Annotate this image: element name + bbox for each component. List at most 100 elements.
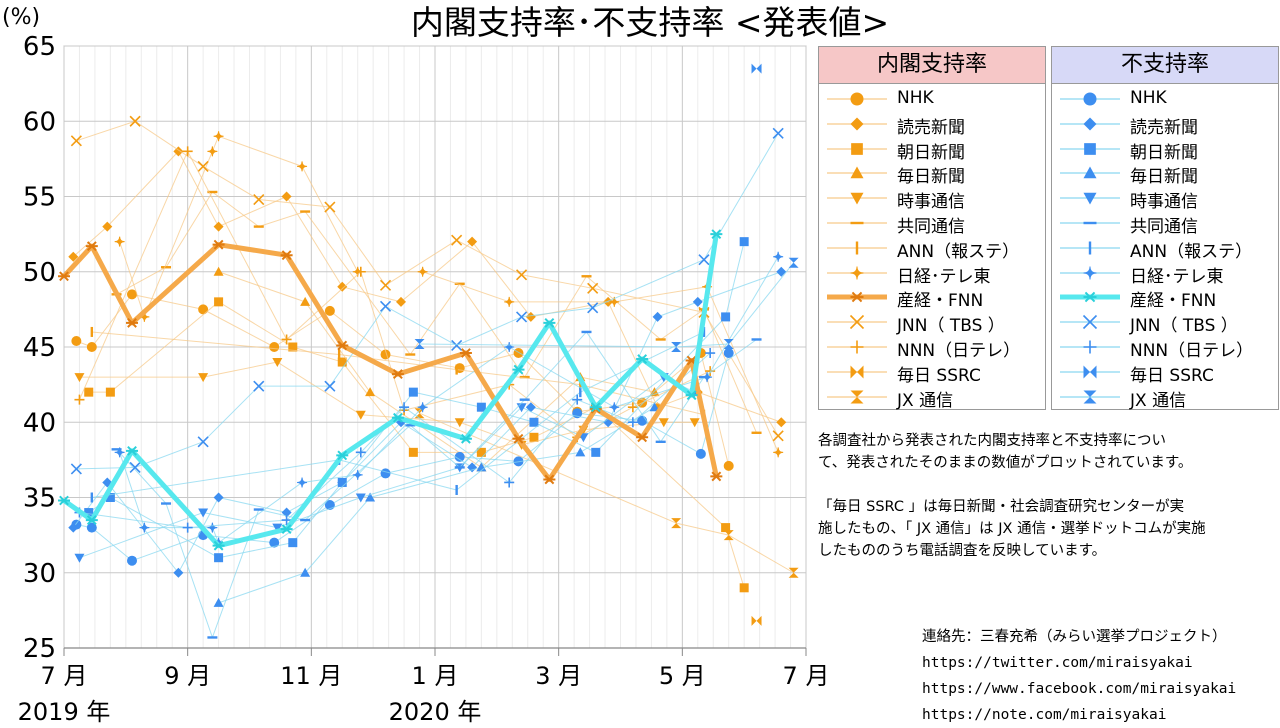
data-point — [129, 115, 141, 127]
data-point — [721, 523, 731, 533]
data-point — [695, 448, 706, 459]
data-point — [198, 508, 209, 518]
data-point — [127, 289, 138, 300]
data-point — [504, 296, 515, 307]
data-point — [182, 146, 193, 157]
legend-label: 時事通信 — [1130, 192, 1198, 213]
legend-item-support-11: 毎日 SSRC — [819, 360, 1045, 386]
data-point — [280, 250, 293, 261]
legend-item-support-8: 産経・FNN — [819, 285, 1045, 311]
data-point — [212, 239, 225, 250]
legend-oppose: 不支持率 NHK 読売新聞 朝日新聞 毎日新聞 時事通信 共同通信 ANN（報ステ） 日経･テ… — [1051, 46, 1279, 411]
data-point — [253, 193, 265, 206]
legend-label: 産経・FNN — [1130, 291, 1217, 312]
legend-label: 朝日新聞 — [1130, 142, 1198, 163]
data-point — [84, 387, 94, 397]
data-point — [451, 234, 463, 246]
legend-label: 毎日新聞 — [1130, 167, 1198, 188]
data-point — [281, 334, 292, 345]
data-point — [710, 229, 723, 240]
data-point — [395, 296, 406, 307]
legend-swatch — [827, 241, 887, 255]
data-point — [636, 354, 649, 364]
data-point — [336, 450, 349, 461]
legend-marker — [850, 292, 864, 303]
legend-label: JNN（ TBS ） — [1130, 316, 1238, 337]
data-point — [197, 160, 209, 172]
x-tick-label: 7 月 — [783, 662, 830, 690]
legend-label: 毎日 SSRC — [1130, 365, 1214, 386]
legend-label: 日経･テレ東 — [897, 266, 991, 287]
data-point — [355, 410, 366, 420]
legend-swatch — [827, 315, 887, 330]
data-point — [214, 553, 224, 563]
legend-swatch — [1060, 390, 1120, 404]
legend-label: 共同通信 — [897, 216, 965, 237]
x-tick-year: 2019 年 — [18, 698, 111, 726]
legend-label: 毎日新聞 — [897, 167, 965, 188]
legend-swatch — [1060, 117, 1120, 131]
data-point — [85, 241, 98, 252]
y-tick-label: 45 — [23, 333, 56, 363]
data-point — [173, 567, 184, 578]
legend-item-oppose-12: JX 通信 — [1052, 385, 1278, 411]
data-point — [86, 522, 97, 533]
data-point — [525, 311, 536, 322]
data-point — [739, 237, 749, 247]
legend-item-support-3: 毎日新聞 — [819, 161, 1045, 188]
data-point — [773, 447, 784, 458]
legend-item-oppose-6: ANN（報ステ） — [1052, 236, 1278, 262]
data-point — [214, 297, 224, 307]
note-link[interactable]: https://note.com/miraisyakai — [922, 707, 1167, 723]
data-point — [627, 417, 638, 428]
data-point — [105, 493, 115, 502]
contact-block: 連絡先：三春充希（みらい選挙プロジェクト） https://twitter.co… — [922, 624, 1236, 728]
legend-swatch — [827, 117, 887, 131]
y-tick-label: 40 — [23, 408, 56, 438]
y-tick-label: 65 — [23, 32, 56, 62]
data-point — [543, 318, 556, 328]
data-point — [126, 318, 139, 328]
legend-item-support-2: 朝日新聞 — [819, 137, 1045, 163]
legend-marker — [850, 390, 864, 404]
data-point — [253, 380, 265, 392]
legend-marker — [1083, 92, 1097, 106]
legend-swatch — [1060, 92, 1120, 106]
data-point — [213, 221, 224, 232]
legend-label: JNN（ TBS ） — [897, 316, 1005, 337]
legend-item-oppose-7: 日経･テレ東 — [1052, 261, 1278, 287]
data-point — [454, 418, 465, 428]
legend-oppose-rows: NHK 読売新聞 朝日新聞 毎日新聞 時事通信 共同通信 ANN（報ステ） 日経･テレ東 産経・… — [1052, 87, 1278, 411]
data-point — [355, 493, 366, 503]
legend-item-support-1: 読売新聞 — [819, 112, 1045, 138]
legend-label: ANN（報ステ） — [897, 241, 1020, 262]
data-point — [408, 387, 418, 397]
data-point — [721, 312, 731, 322]
y-tick-label: 50 — [23, 258, 56, 288]
data-point — [772, 430, 784, 442]
data-point — [207, 146, 218, 157]
data-point — [380, 468, 391, 479]
twitter-link[interactable]: https://twitter.com/miraisyakai — [922, 655, 1193, 671]
facebook-link[interactable]: https://www.facebook.com/miraisyakai — [922, 681, 1237, 697]
legend-marker — [850, 340, 864, 354]
legend-marker — [1083, 365, 1097, 379]
data-point — [587, 282, 599, 294]
data-point — [74, 394, 85, 405]
data-point — [516, 311, 528, 323]
legend-swatch — [827, 266, 887, 280]
data-point — [776, 417, 787, 428]
legend-support-rows: NHK 読売新聞 朝日新聞 毎日新聞 時事通信 共同通信 ANN（報ステ） 日経･テレ東 産経・… — [819, 87, 1045, 411]
data-point — [772, 127, 784, 139]
data-point — [459, 348, 472, 358]
legend-item-support-5: 共同通信 — [819, 211, 1045, 237]
data-point — [288, 538, 298, 548]
legend-marker — [1082, 315, 1098, 330]
legend-marker — [1083, 192, 1097, 205]
legend-item-oppose-11: 毎日 SSRC — [1052, 360, 1278, 386]
data-point — [198, 304, 209, 315]
data-point — [459, 433, 472, 444]
data-point — [324, 305, 335, 316]
support-series-2 — [84, 297, 749, 593]
data-point — [105, 387, 115, 397]
